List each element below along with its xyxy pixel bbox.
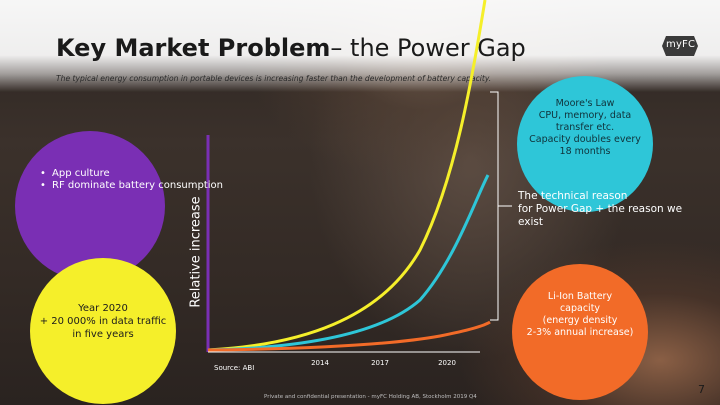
y-axis-label: Relative increase <box>188 196 204 308</box>
x-tick-2014: 2014 <box>311 359 329 367</box>
purple-callout-list: App culture RF dominate battery consumpt… <box>40 168 223 191</box>
footer-text: Private and confidential presentation - … <box>264 394 477 400</box>
logo-shape <box>662 36 698 56</box>
logo-text: myFC <box>666 39 696 50</box>
technical-reason-text: The technical reason for Power Gap + the… <box>518 190 683 228</box>
purple-callout-item: RF dominate battery consumption <box>40 180 223 192</box>
x-tick-2017: 2017 <box>371 359 389 367</box>
blue-callout-text: Moore's Law CPU, memory, data transfer e… <box>529 98 641 157</box>
series-line-blue <box>207 174 490 352</box>
page-number: 7 <box>698 383 705 396</box>
page-title: Key Market Problem– the Power Gap <box>56 34 526 62</box>
orange-callout-text: Li-Ion Battery capacity (energy density … <box>526 291 634 338</box>
yellow-callout-text: Year 2020 + 20 000% in data traffic in f… <box>39 303 167 340</box>
purple-callout-circle <box>15 131 165 281</box>
source-note: Source: ABI <box>214 364 255 372</box>
x-tick-2020: 2020 <box>438 359 456 367</box>
subtitle: The typical energy consumption in portab… <box>56 74 492 83</box>
series-line-orange <box>207 320 491 352</box>
orange-callout-circle <box>512 264 648 400</box>
title-bold: Key Market Problem <box>56 34 331 62</box>
bracket-upper <box>490 91 499 321</box>
series-line-yellow <box>207 0 487 352</box>
title-band <box>0 0 720 92</box>
myfc-logo <box>662 36 698 56</box>
yellow-callout-circle <box>30 258 176 404</box>
title-rest: – the Power Gap <box>330 34 526 62</box>
blue-callout-circle <box>517 76 653 212</box>
purple-callout-item: App culture <box>40 168 223 180</box>
